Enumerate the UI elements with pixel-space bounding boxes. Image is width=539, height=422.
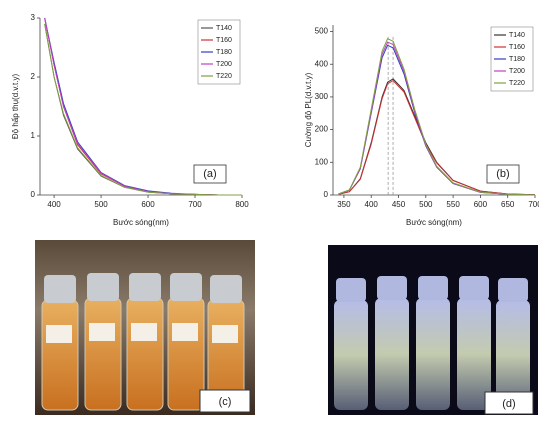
y-tick-label: 3 <box>31 13 36 22</box>
y-tick-label: 500 <box>315 27 329 36</box>
x-tick-label: 600 <box>474 200 488 209</box>
y-tick-label: 100 <box>315 157 329 166</box>
x-axis-label: Bước sóng(nm) <box>113 218 169 227</box>
legend-label: T160 <box>216 37 232 44</box>
x-tick-label: 400 <box>365 200 379 209</box>
annotation-box <box>193 164 227 184</box>
legend-label: T140 <box>509 32 525 39</box>
x-tick-label: 400 <box>47 200 61 209</box>
legend-label: T200 <box>509 68 525 75</box>
chart: 0 1 2 3 400 500 600 700 800 Bước sóng(nm) Độ hấp t… <box>11 13 249 227</box>
y-axis-label: Cường độ PL(d.v.t.y) <box>304 72 313 147</box>
panel-label: (c) <box>219 396 232 408</box>
legend-label: T200 <box>216 61 232 68</box>
y-tick-label: 400 <box>315 59 329 68</box>
y-tick-label: 0 <box>324 190 329 199</box>
x-tick-label: 350 <box>337 200 351 209</box>
x-tick-label: 600 <box>141 200 155 209</box>
x-axis-label: Bước sóng(nm) <box>406 218 462 227</box>
series-line <box>44 23 242 196</box>
legend-label: T140 <box>216 25 232 32</box>
photo-d: (d) <box>328 245 538 415</box>
y-tick-label: 300 <box>315 92 329 101</box>
annotation: (a) <box>203 168 216 180</box>
y-tick-label: 1 <box>31 131 36 140</box>
annotation: (b) <box>496 168 509 180</box>
series-line <box>338 38 536 196</box>
x-tick-label: 650 <box>501 200 515 209</box>
legend-label: T160 <box>509 44 525 51</box>
chart: 0 100 200 300 400 500 350 400 450 500 550 600 650 700… <box>304 25 539 227</box>
panel-label: (d) <box>502 398 515 410</box>
x-tick-label: 550 <box>446 200 460 209</box>
y-tick-label: 0 <box>31 190 36 199</box>
x-tick-label: 700 <box>528 200 539 209</box>
legend-label: T180 <box>216 49 232 56</box>
series-line <box>338 79 536 196</box>
x-tick-label: 500 <box>94 200 108 209</box>
x-tick-label: 500 <box>419 200 433 209</box>
x-tick-label: 700 <box>188 200 202 209</box>
y-tick-label: 200 <box>315 125 329 134</box>
x-tick-label: 450 <box>392 200 406 209</box>
legend-label: T180 <box>509 56 525 63</box>
legend-label: T220 <box>509 80 525 87</box>
x-tick-label: 800 <box>235 200 249 209</box>
legend-label: T220 <box>216 73 232 80</box>
y-tick-label: 2 <box>31 72 36 81</box>
y-axis-label: Độ hấp thụ(d.v.t.y) <box>11 74 20 140</box>
photo-c: (c) <box>35 240 255 415</box>
annotation-box <box>486 164 520 184</box>
